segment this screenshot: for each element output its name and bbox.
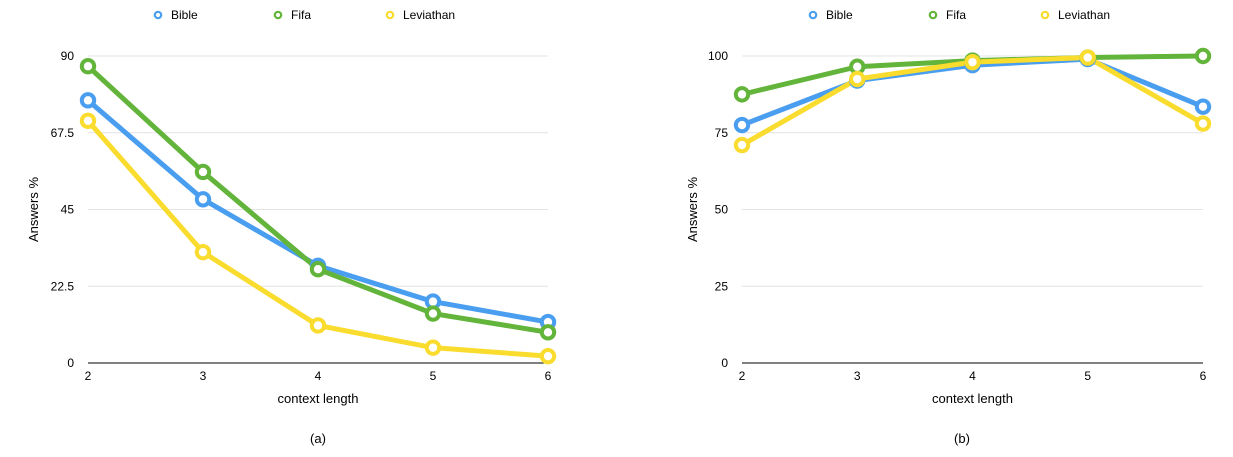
- x-tick-label: 5: [1084, 369, 1091, 383]
- data-point-fifa: [79, 58, 97, 75]
- data-point-leviathan: [309, 317, 327, 334]
- y-tick-label: 90: [61, 49, 75, 63]
- data-point-leviathan: [733, 136, 751, 154]
- data-point-bible: [733, 116, 751, 134]
- data-point-leviathan: [424, 339, 442, 356]
- y-tick-label: 50: [715, 203, 729, 217]
- x-tick-label: 4: [315, 369, 322, 383]
- data-point-leviathan: [849, 70, 866, 88]
- legend-label-leviathan: Leviathan: [403, 8, 455, 22]
- chart-caption: (a): [310, 431, 326, 446]
- x-tick-label: 6: [1200, 369, 1207, 383]
- x-tick-label: 4: [969, 369, 976, 383]
- x-tick-label: 6: [545, 369, 552, 383]
- legend-marker-fifa: [928, 10, 938, 20]
- x-axis-title: context length: [932, 391, 1013, 406]
- legend-marker-leviathan: [385, 10, 395, 20]
- y-tick-label: 0: [67, 356, 74, 370]
- data-point-leviathan: [194, 243, 212, 261]
- legend-marker-fifa: [273, 10, 283, 20]
- legend-label-fifa: Fifa: [946, 8, 966, 22]
- data-point-fifa: [424, 305, 442, 322]
- data-point-fifa: [733, 86, 751, 103]
- legend-label-bible: Bible: [826, 8, 853, 22]
- y-axis-title: Answers %: [685, 177, 700, 242]
- data-point-fifa: [539, 324, 557, 341]
- data-point-leviathan: [539, 347, 557, 365]
- data-point-fifa: [309, 260, 327, 278]
- x-axis-title: context length: [278, 391, 359, 406]
- legend-label-leviathan: Leviathan: [1058, 8, 1110, 22]
- data-point-fifa: [194, 163, 212, 181]
- legend-label-bible: Bible: [171, 8, 198, 22]
- y-tick-label: 75: [715, 126, 729, 140]
- x-tick-label: 3: [200, 369, 207, 383]
- chart-caption: (b): [954, 431, 970, 446]
- y-tick-label: 25: [715, 279, 729, 293]
- data-point-fifa: [1194, 47, 1212, 65]
- legend-marker-bible: [808, 10, 818, 20]
- data-point-leviathan: [79, 112, 97, 130]
- x-tick-label: 2: [85, 369, 92, 383]
- x-tick-label: 5: [430, 369, 437, 383]
- legend-marker-bible: [153, 10, 163, 20]
- data-point-leviathan: [1079, 49, 1096, 66]
- series-line-bible: [85, 97, 551, 325]
- y-tick-label: 67.5: [51, 126, 75, 140]
- y-tick-label: 45: [61, 203, 75, 217]
- x-tick-label: 3: [854, 369, 861, 383]
- chart-b: 0 25 50 75 100 2 3 4 5 6 context length Answers % (b…: [685, 8, 1212, 446]
- data-point-leviathan: [964, 53, 981, 71]
- legend-label-fifa: Fifa: [291, 8, 311, 22]
- y-tick-label: 22.5: [51, 279, 75, 293]
- data-point-bible: [79, 92, 97, 109]
- y-tick-label: 100: [708, 49, 728, 63]
- x-tick-label: 2: [739, 369, 746, 383]
- data-point-bible: [194, 191, 212, 208]
- data-point-bible: [1194, 98, 1212, 115]
- data-point-leviathan: [1194, 115, 1212, 132]
- y-tick-label: 0: [721, 356, 728, 370]
- y-axis-title: Answers %: [26, 177, 41, 242]
- legend-marker-leviathan: [1040, 10, 1050, 20]
